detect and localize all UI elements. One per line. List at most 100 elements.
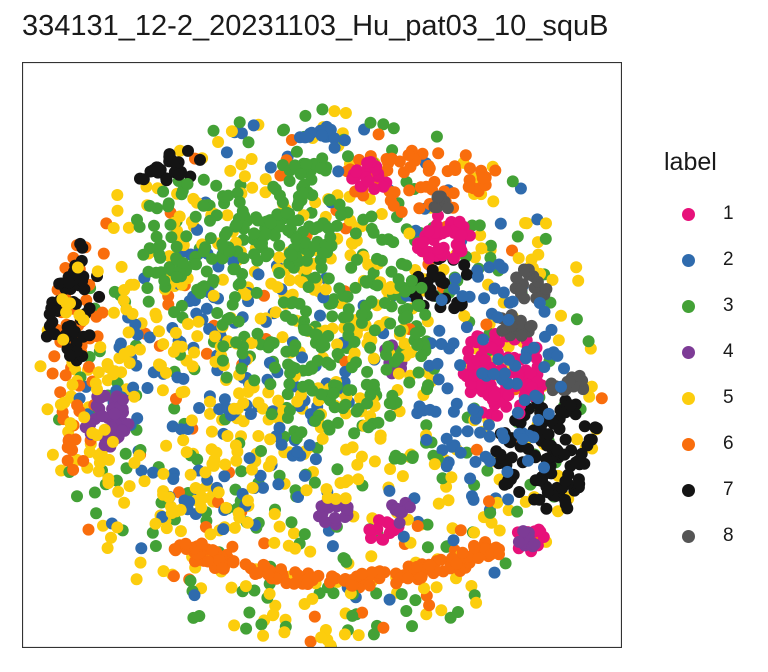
spot-point-3 bbox=[189, 210, 202, 223]
spot-points bbox=[34, 103, 608, 648]
spot-point-5 bbox=[111, 189, 124, 201]
spot-point-5 bbox=[209, 330, 221, 343]
spot-point-3 bbox=[371, 279, 384, 292]
spot-point-3 bbox=[384, 317, 397, 330]
spot-point-8 bbox=[515, 329, 528, 342]
spot-point-6 bbox=[387, 199, 400, 212]
spot-point-5 bbox=[245, 463, 258, 476]
spot-point-6 bbox=[595, 392, 608, 405]
spot-point-5 bbox=[115, 260, 128, 273]
spot-point-3 bbox=[149, 540, 162, 552]
spot-point-5 bbox=[418, 582, 430, 595]
spot-point-6 bbox=[226, 540, 239, 553]
spot-point-5 bbox=[269, 306, 282, 319]
spot-point-1 bbox=[512, 368, 524, 381]
spot-point-7 bbox=[438, 277, 451, 289]
spot-point-3 bbox=[71, 490, 83, 503]
spot-point-2 bbox=[252, 268, 265, 281]
spot-point-3 bbox=[265, 408, 278, 421]
spot-point-3 bbox=[384, 409, 397, 422]
spot-point-2 bbox=[493, 258, 506, 271]
spot-point-3 bbox=[349, 281, 362, 294]
spot-point-3 bbox=[357, 213, 370, 226]
legend-item-3: 3 bbox=[664, 283, 734, 329]
spot-point-3 bbox=[191, 453, 204, 466]
spot-point-5 bbox=[230, 454, 243, 467]
spot-point-5 bbox=[339, 492, 352, 505]
spot-point-3 bbox=[200, 265, 213, 278]
spot-point-5 bbox=[122, 326, 135, 339]
spot-point-6 bbox=[216, 562, 229, 575]
spot-point-3 bbox=[331, 463, 344, 476]
spot-point-2 bbox=[135, 464, 148, 477]
spot-point-3 bbox=[300, 305, 312, 318]
spot-point-8 bbox=[432, 190, 445, 203]
spot-point-6 bbox=[401, 572, 414, 585]
spot-point-2 bbox=[435, 294, 448, 306]
spot-point-5 bbox=[212, 136, 225, 148]
spot-point-6 bbox=[61, 441, 74, 454]
spot-point-5 bbox=[458, 310, 471, 322]
spot-point-7 bbox=[454, 299, 467, 312]
spot-point-3 bbox=[148, 219, 160, 232]
spot-point-3 bbox=[234, 277, 247, 290]
spot-point-3 bbox=[286, 313, 299, 326]
spot-point-2 bbox=[264, 161, 277, 174]
spot-point-6 bbox=[454, 524, 467, 537]
spot-point-3 bbox=[290, 145, 303, 158]
spot-point-3 bbox=[395, 452, 407, 465]
spot-point-2 bbox=[496, 427, 509, 440]
spot-point-6 bbox=[480, 318, 493, 331]
spot-point-3 bbox=[142, 265, 155, 278]
spot-point-3 bbox=[327, 387, 340, 400]
spot-point-7 bbox=[513, 486, 526, 498]
spot-point-7 bbox=[533, 493, 546, 506]
spot-point-5 bbox=[186, 360, 199, 373]
spot-point-5 bbox=[105, 531, 117, 544]
legend-swatch bbox=[682, 529, 695, 543]
spot-point-3 bbox=[300, 254, 313, 267]
spot-point-3 bbox=[296, 380, 309, 393]
spot-point-6 bbox=[195, 537, 208, 550]
legend: label 1 2 3 4 5 6 7 8 bbox=[664, 148, 734, 559]
spot-point-3 bbox=[285, 516, 298, 529]
spot-point-5 bbox=[316, 432, 329, 445]
spot-point-2 bbox=[440, 460, 453, 473]
spot-point-5 bbox=[331, 338, 344, 351]
spot-point-2 bbox=[498, 367, 511, 380]
spot-point-2 bbox=[555, 380, 567, 393]
spot-point-3 bbox=[143, 199, 156, 212]
legend-label: 4 bbox=[723, 341, 734, 362]
spot-point-3 bbox=[368, 324, 381, 337]
spot-point-3 bbox=[339, 398, 352, 411]
spot-point-2 bbox=[441, 382, 454, 395]
spot-point-5 bbox=[235, 158, 248, 171]
spot-point-3 bbox=[360, 276, 373, 289]
spot-point-6 bbox=[258, 537, 271, 550]
spot-point-6 bbox=[274, 169, 287, 182]
spot-point-3 bbox=[177, 257, 189, 269]
spot-point-3 bbox=[236, 347, 249, 360]
spot-point-5 bbox=[118, 496, 131, 509]
spot-point-3 bbox=[263, 339, 276, 352]
spot-point-2 bbox=[538, 461, 550, 474]
spot-point-5 bbox=[432, 497, 445, 510]
legend-swatch bbox=[682, 207, 695, 221]
spot-point-6 bbox=[67, 463, 80, 476]
spot-point-3 bbox=[287, 345, 300, 357]
spot-point-7 bbox=[46, 316, 59, 328]
spot-point-6 bbox=[456, 546, 469, 559]
spot-point-3 bbox=[348, 427, 361, 440]
spot-point-6 bbox=[54, 386, 67, 399]
spot-point-5 bbox=[123, 357, 136, 369]
spot-point-6 bbox=[167, 570, 180, 583]
spot-point-2 bbox=[449, 272, 462, 285]
spot-point-5 bbox=[157, 565, 170, 578]
spot-point-2 bbox=[408, 492, 421, 505]
spot-point-5 bbox=[493, 524, 506, 537]
spot-point-5 bbox=[66, 378, 79, 391]
spot-point-3 bbox=[273, 239, 286, 252]
spot-point-3 bbox=[386, 389, 399, 402]
spot-point-6 bbox=[356, 567, 368, 580]
spot-point-5 bbox=[150, 311, 163, 324]
